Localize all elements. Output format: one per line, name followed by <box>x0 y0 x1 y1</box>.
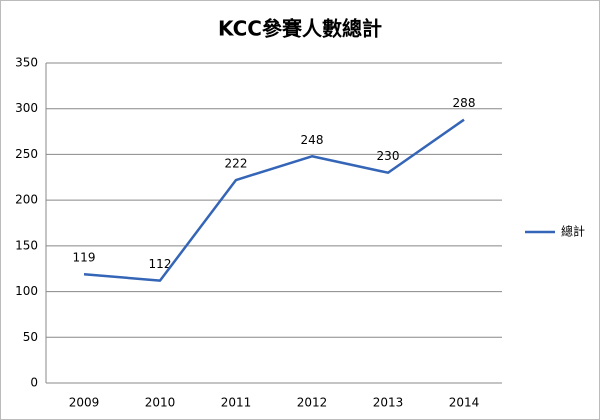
x-tick-label: 2009 <box>69 396 100 410</box>
y-tick-label: 150 <box>15 238 38 252</box>
data-label: 222 <box>225 157 248 171</box>
y-tick-label: 250 <box>15 147 38 161</box>
line <box>83 118 465 282</box>
y-tick-label: 300 <box>15 101 38 115</box>
x-tick-label: 2014 <box>449 396 480 410</box>
data-label: 230 <box>377 149 400 163</box>
y-tick-label: 200 <box>15 193 38 207</box>
y-tick-label: 100 <box>15 284 38 298</box>
x-tick-label: 2012 <box>297 396 328 410</box>
legend-label: 總計 <box>561 224 585 239</box>
data-label: 112 <box>149 257 172 271</box>
y-tick-label: 0 <box>30 376 38 390</box>
x-tick-label: 2010 <box>145 396 176 410</box>
x-tick-label: 2013 <box>373 396 404 410</box>
y-tick-label: 350 <box>15 56 38 70</box>
x-tick-label: 2011 <box>221 396 252 410</box>
data-label: 248 <box>301 133 324 147</box>
data-label: 119 <box>73 251 96 265</box>
chart-title: KCC參賽人數總計 <box>218 17 382 41</box>
y-tick-label: 50 <box>23 330 38 344</box>
data-label: 288 <box>453 96 476 110</box>
